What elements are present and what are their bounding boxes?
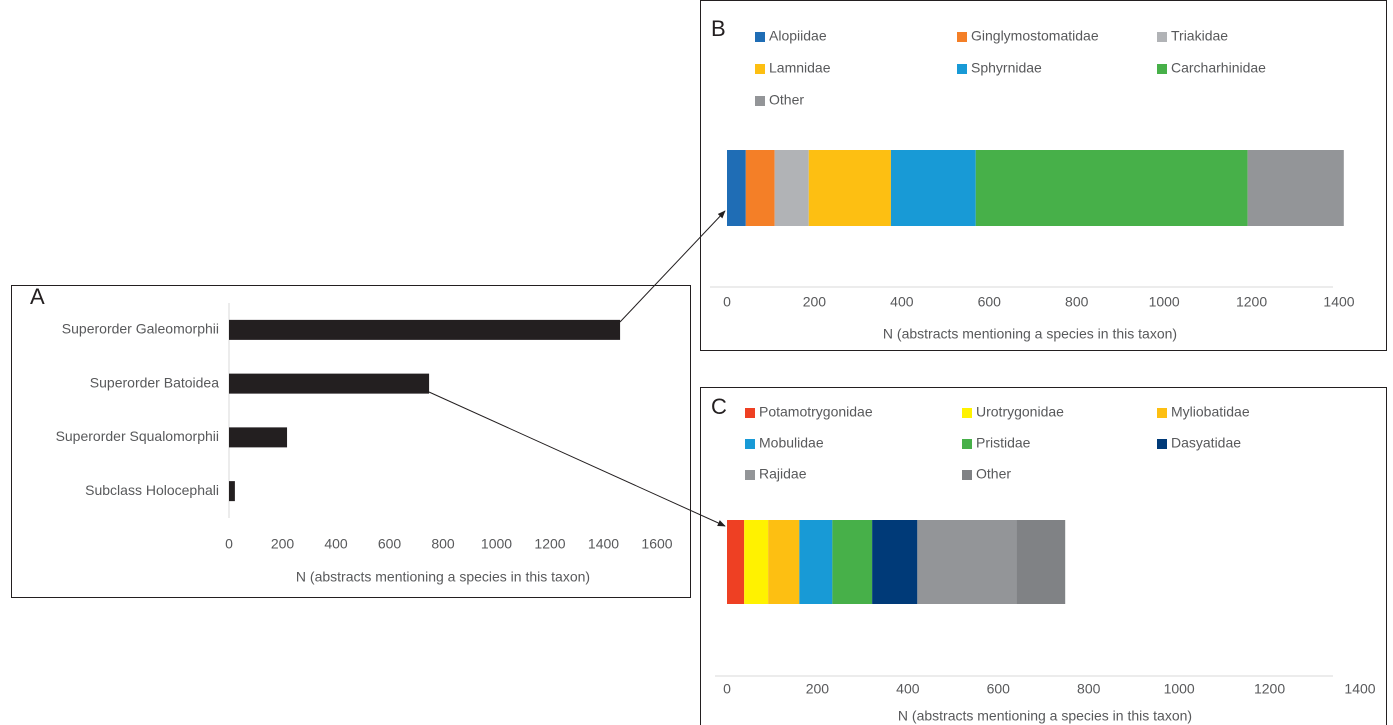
- bar: [229, 319, 621, 340]
- panel-label: C: [711, 394, 727, 419]
- legend-label: Other: [769, 92, 804, 108]
- x-tick-label: 800: [1077, 681, 1101, 697]
- x-tick-label: 200: [803, 294, 827, 310]
- x-axis-label: N (abstracts mentioning a species in thi…: [296, 569, 590, 585]
- bar-segment: [799, 520, 833, 604]
- x-tick-label: 1200: [534, 536, 565, 552]
- x-tick-label: 1600: [641, 536, 672, 552]
- legend-label: Triakidae: [1171, 28, 1228, 44]
- legend-label: Rajidae: [759, 466, 807, 482]
- bar-segment: [917, 520, 1017, 604]
- bar-segment: [872, 520, 918, 604]
- x-tick-label: 1200: [1236, 294, 1267, 310]
- legend-swatch: [1157, 439, 1167, 449]
- legend-label: Alopiidae: [769, 28, 827, 44]
- arrow: [619, 210, 726, 323]
- bar-segment: [1247, 150, 1344, 226]
- x-tick-label: 1000: [481, 536, 512, 552]
- panel-frame: [700, 387, 1387, 725]
- legend-label: Ginglymostomatidae: [971, 28, 1099, 44]
- x-axis-label: N (abstracts mentioning a species in thi…: [898, 708, 1192, 724]
- bar: [229, 373, 430, 394]
- x-tick-label: 1000: [1149, 294, 1180, 310]
- bar-segment: [744, 520, 769, 604]
- bar-segment: [808, 150, 891, 226]
- legend-label: Lamnidae: [769, 60, 831, 76]
- legend-label: Urotrygonidae: [976, 404, 1064, 420]
- arrow: [428, 391, 726, 527]
- bar-segment: [727, 150, 746, 226]
- x-tick-label: 400: [890, 294, 914, 310]
- x-tick-label: 200: [806, 681, 830, 697]
- legend-swatch: [745, 439, 755, 449]
- x-tick-label: 600: [978, 294, 1002, 310]
- bar-segment: [1016, 520, 1066, 604]
- x-tick-label: 1400: [588, 536, 619, 552]
- legend-swatch: [957, 32, 967, 42]
- x-tick-label: 0: [723, 294, 731, 310]
- legend-swatch: [755, 64, 765, 74]
- legend-label: Myliobatidae: [1171, 404, 1250, 420]
- legend-swatch: [755, 32, 765, 42]
- x-tick-label: 800: [431, 536, 455, 552]
- bar-segment: [890, 150, 976, 226]
- y-tick-label: Superorder Squalomorphii: [56, 428, 219, 444]
- legend-swatch: [962, 408, 972, 418]
- x-tick-label: 600: [378, 536, 402, 552]
- bar-segment: [745, 150, 775, 226]
- legend-label: Pristidae: [976, 435, 1031, 451]
- legend-swatch: [1157, 64, 1167, 74]
- legend-swatch: [962, 470, 972, 480]
- legend-label: Other: [976, 466, 1011, 482]
- legend-label: Mobulidae: [759, 435, 824, 451]
- x-tick-label: 400: [324, 536, 348, 552]
- legend-swatch: [745, 470, 755, 480]
- bar-segment: [832, 520, 873, 604]
- x-tick-label: 600: [987, 681, 1011, 697]
- legend-swatch: [957, 64, 967, 74]
- y-tick-label: Subclass Holocephali: [85, 482, 219, 498]
- x-tick-label: 0: [723, 681, 731, 697]
- x-axis-label: N (abstracts mentioning a species in thi…: [883, 326, 1177, 342]
- legend-swatch: [962, 439, 972, 449]
- x-tick-label: 1400: [1344, 681, 1375, 697]
- panel-frame: [11, 285, 691, 598]
- bar: [229, 427, 288, 448]
- legend-swatch: [1157, 408, 1167, 418]
- x-tick-label: 1200: [1254, 681, 1285, 697]
- bar-segment: [975, 150, 1248, 226]
- bar: [229, 481, 235, 502]
- legend-swatch: [755, 96, 765, 106]
- x-tick-label: 200: [271, 536, 295, 552]
- legend-label: Carcharhinidae: [1171, 60, 1266, 76]
- legend-label: Sphyrnidae: [971, 60, 1042, 76]
- legend-label: Dasyatidae: [1171, 435, 1241, 451]
- x-tick-label: 800: [1065, 294, 1089, 310]
- panel-frame: [700, 0, 1387, 351]
- y-tick-label: Superorder Batoidea: [90, 374, 219, 390]
- x-tick-label: 1000: [1164, 681, 1195, 697]
- legend-label: Potamotrygonidae: [759, 404, 873, 420]
- x-tick-label: 400: [896, 681, 920, 697]
- bar-segment: [768, 520, 800, 604]
- panel-label: B: [711, 16, 726, 41]
- x-tick-label: 0: [225, 536, 233, 552]
- bar-segment: [727, 520, 745, 604]
- legend-swatch: [1157, 32, 1167, 42]
- y-tick-label: Superorder Galeomorphii: [62, 321, 219, 337]
- panel-label: A: [30, 284, 45, 309]
- legend-swatch: [745, 408, 755, 418]
- x-tick-label: 1400: [1323, 294, 1354, 310]
- bar-segment: [774, 150, 809, 226]
